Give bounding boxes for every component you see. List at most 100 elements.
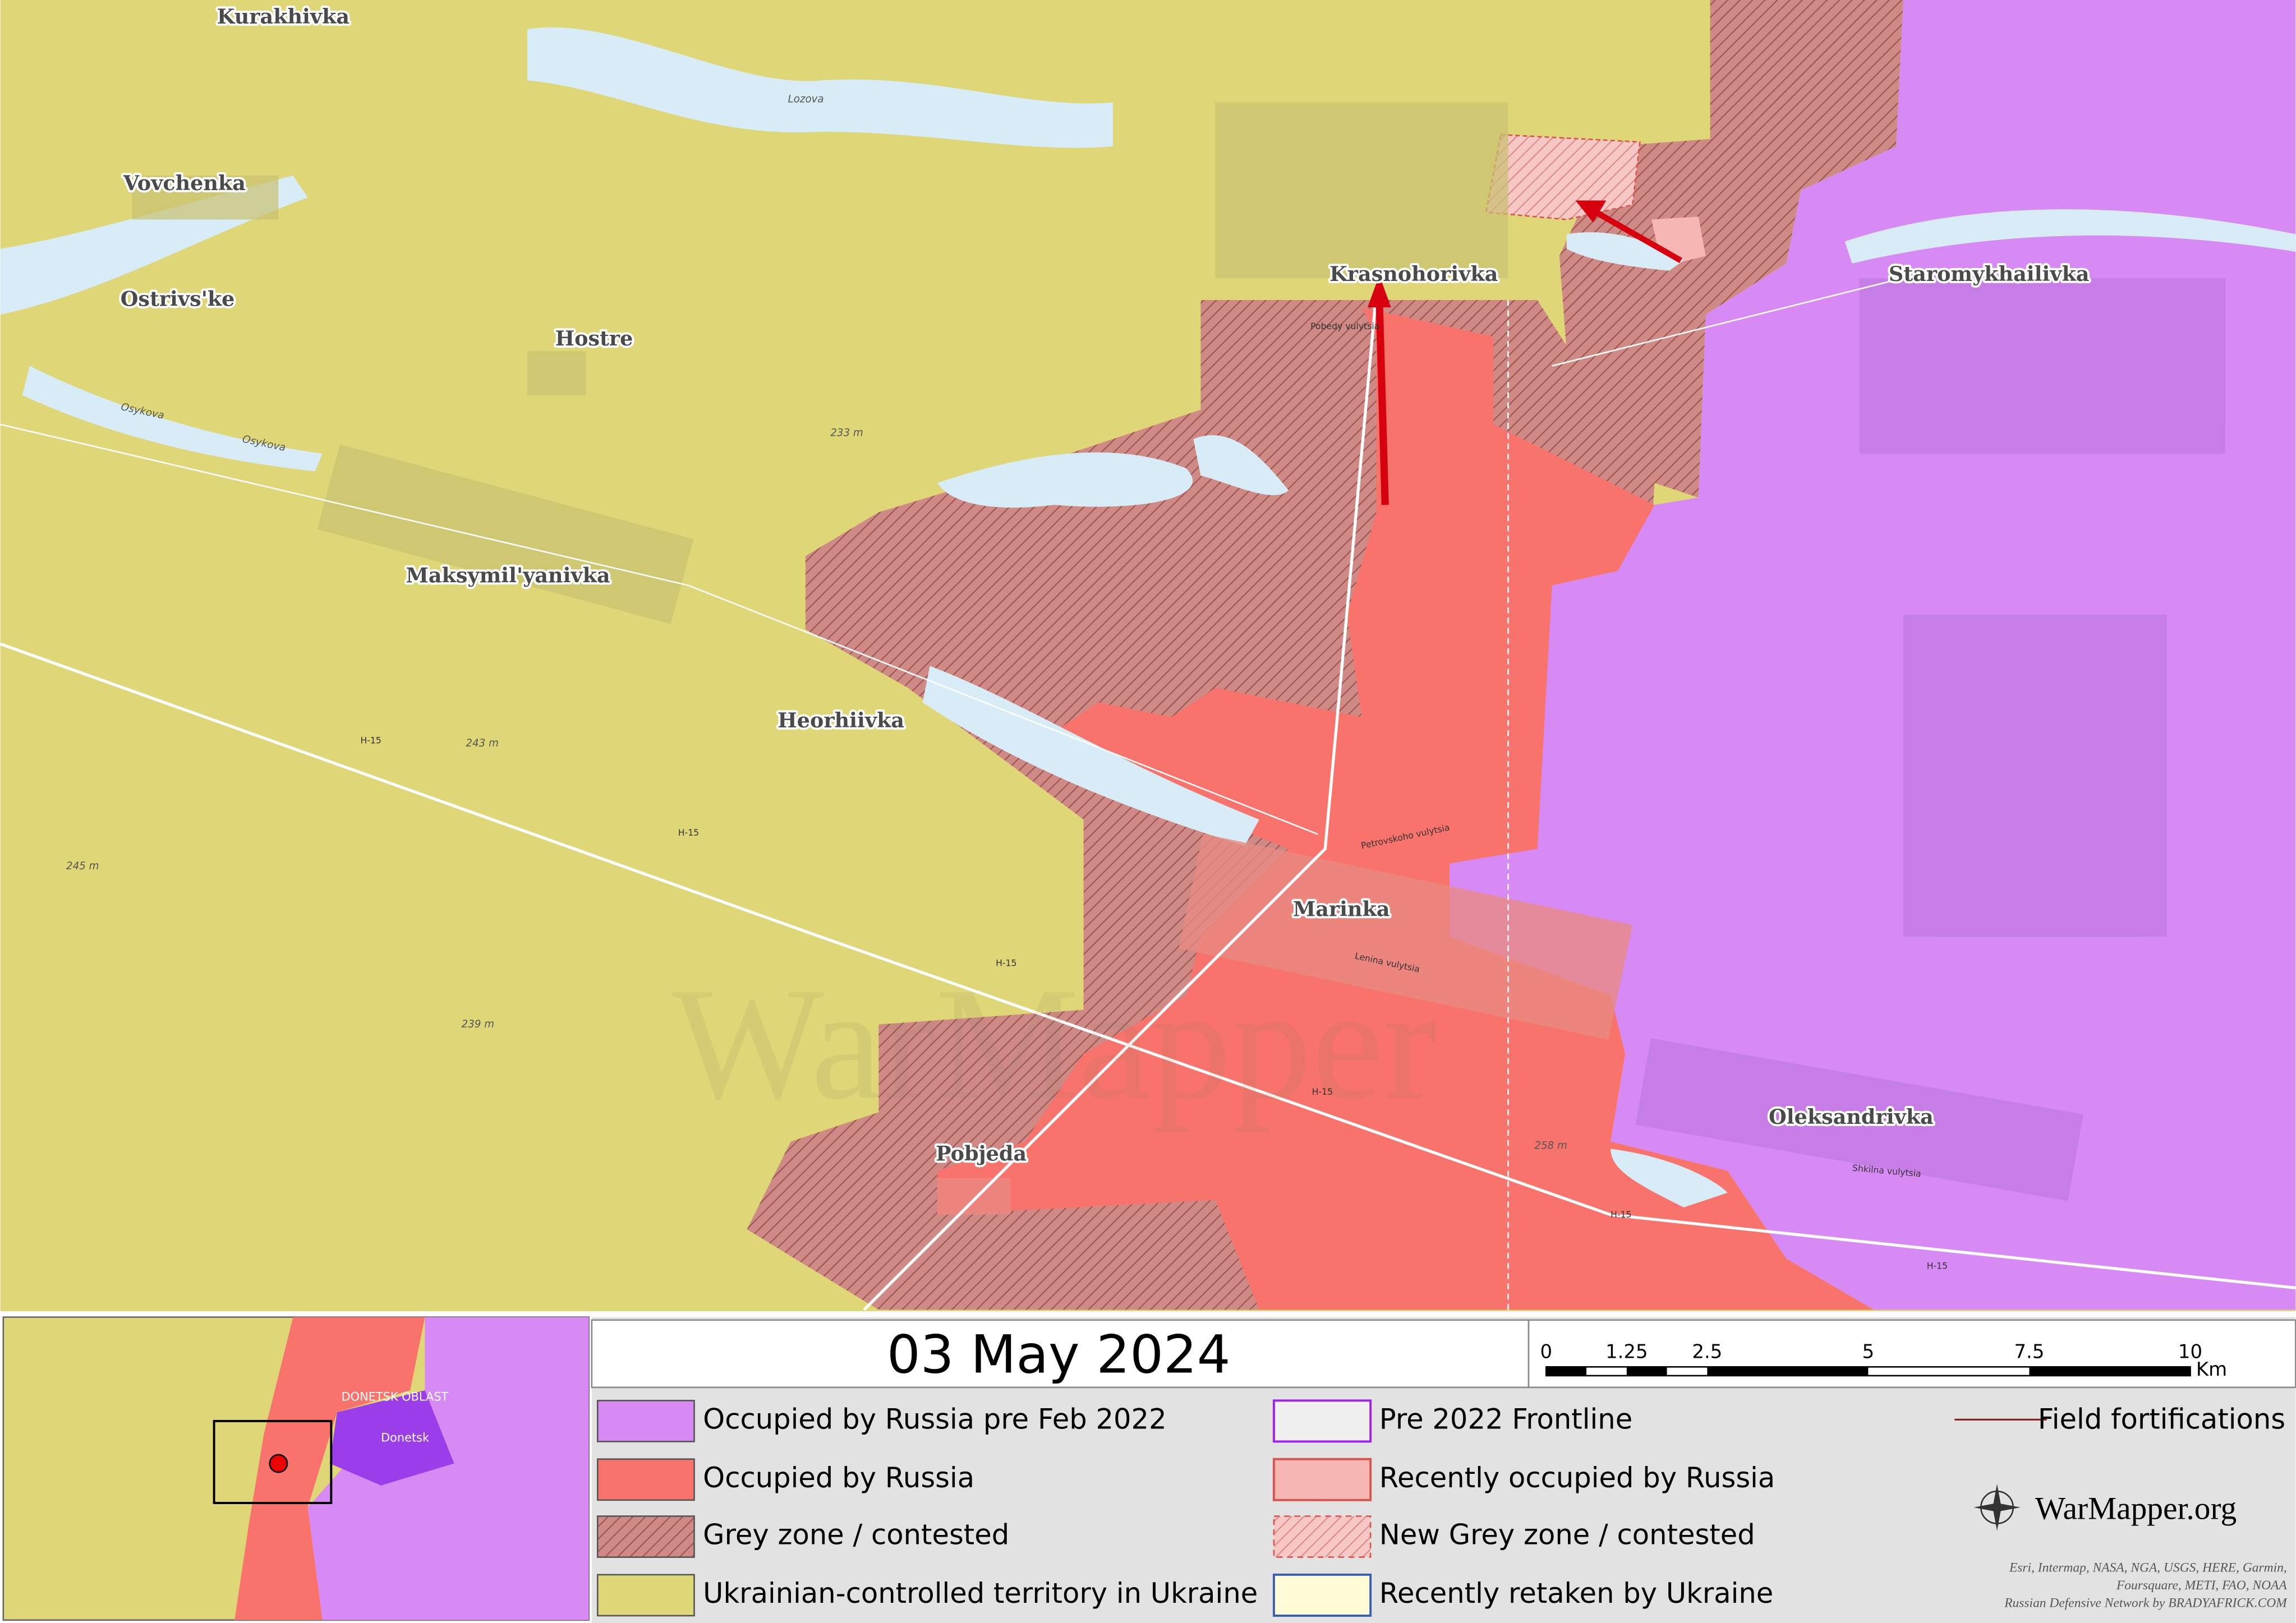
water bbox=[0, 27, 2296, 1207]
roads bbox=[0, 277, 2296, 1311]
reservoir bbox=[1611, 1149, 1728, 1207]
place-label: Maksymil'yanivka bbox=[406, 564, 610, 588]
inset-donetsk bbox=[329, 1390, 454, 1486]
scale-label: 10 bbox=[2178, 1341, 2202, 1363]
elevation-label: 258 m bbox=[1534, 1140, 1567, 1152]
credit: Foursquare, METI, FAO, NOAA bbox=[2116, 1578, 2287, 1593]
legend-label: Recently retaken by Ukraine bbox=[1379, 1577, 1774, 1610]
lake bbox=[1566, 232, 1684, 271]
arrow-shaft bbox=[1375, 299, 1389, 505]
road-label: H-15 bbox=[1927, 1260, 1948, 1271]
scale-seg bbox=[1626, 1367, 1667, 1376]
place-label: Krasnohorivka bbox=[1329, 262, 1498, 286]
place-label: Heorhiivka bbox=[777, 708, 904, 732]
legend-label: Ukrainian-controlled territory in Ukrain… bbox=[703, 1577, 1258, 1610]
road-label: H-15 bbox=[361, 735, 381, 746]
elevation-label: 243 m bbox=[466, 737, 498, 749]
scale-bar: 0 1.25 2.5 5 7.5 10 Km bbox=[1540, 1341, 2228, 1380]
lake bbox=[937, 452, 1193, 508]
place-label: Staromykhailivka bbox=[1889, 262, 2090, 286]
legend-label: Occupied by Russia bbox=[703, 1461, 974, 1494]
scale-seg bbox=[2029, 1367, 2191, 1376]
place-label: Ostrivs'ke bbox=[121, 287, 235, 311]
compass-icon bbox=[1973, 1484, 2021, 1531]
legend-label: Pre 2022 Frontline bbox=[1379, 1403, 1632, 1435]
scale-unit: Km bbox=[2196, 1358, 2227, 1380]
map: WarMapper Kurakhivka Vovchenka Ostrivs'k… bbox=[0, 0, 2296, 1312]
reservoir bbox=[527, 27, 1113, 148]
elevation-label: 233 m bbox=[830, 427, 863, 439]
inset-label: DONETSK OBLAST bbox=[342, 1390, 449, 1403]
water-label: Lozova bbox=[788, 94, 824, 105]
town-block bbox=[1215, 102, 1508, 278]
legend-swatch bbox=[597, 1458, 695, 1501]
place-label: Vovchenka bbox=[123, 171, 246, 195]
place-label: Hostre bbox=[555, 326, 633, 351]
highway bbox=[0, 642, 2296, 1290]
inset-label: Donetsk bbox=[381, 1431, 430, 1444]
branding: WarMapper.org Esri, Intermap, NASA, NGA,… bbox=[1973, 1484, 2288, 1610]
legend-swatch bbox=[597, 1515, 695, 1558]
place-label: Kurakhivka bbox=[217, 4, 349, 29]
road-label: H-15 bbox=[996, 957, 1016, 968]
legend: Occupied by Russia pre Feb 2022 Occupied… bbox=[597, 1399, 2285, 1617]
brand: WarMapper.org bbox=[2035, 1491, 2237, 1527]
road bbox=[863, 292, 1378, 1311]
inset-map: DONETSK OBLAST Donetsk bbox=[2, 1316, 590, 1621]
town-block bbox=[132, 176, 279, 220]
legend-swatch bbox=[597, 1400, 695, 1442]
legend-swatch bbox=[1273, 1515, 1372, 1558]
settlements bbox=[132, 102, 1508, 624]
town-block bbox=[937, 1178, 1011, 1215]
arrow-shaft bbox=[1594, 209, 1682, 264]
road-label: H-15 bbox=[1312, 1086, 1333, 1097]
legend-label: Field fortifications bbox=[2038, 1403, 2285, 1435]
road bbox=[0, 423, 1318, 835]
town-block bbox=[1635, 1038, 2083, 1201]
place-label: Marinka bbox=[1293, 897, 1390, 921]
arrow-head bbox=[1575, 200, 1607, 223]
road bbox=[1552, 277, 1904, 367]
credit: Russian Defensive Network by BRADYAFRICK… bbox=[2004, 1596, 2288, 1610]
arrow-head bbox=[1367, 275, 1391, 308]
inset-extent bbox=[213, 1419, 333, 1504]
settlements-purple bbox=[1635, 278, 2226, 1201]
town-block bbox=[1179, 833, 1633, 1040]
scale-seg bbox=[1707, 1367, 1869, 1376]
legend-label: New Grey zone / contested bbox=[1379, 1519, 1755, 1551]
scale-seg bbox=[1546, 1367, 1587, 1376]
town-block bbox=[1859, 278, 2226, 454]
scale-label: 0 bbox=[1540, 1341, 1553, 1363]
legend-swatch bbox=[597, 1574, 695, 1617]
credit: Esri, Intermap, NASA, NGA, USGS, HERE, G… bbox=[2009, 1561, 2287, 1575]
settlements-red bbox=[937, 833, 1633, 1215]
elevation-label: 245 m bbox=[66, 860, 99, 872]
river bbox=[22, 366, 323, 472]
town-block bbox=[317, 444, 694, 624]
road-label: H-15 bbox=[678, 827, 699, 838]
legend-label: Occupied by Russia pre Feb 2022 bbox=[703, 1403, 1166, 1435]
legend-label: Recently occupied by Russia bbox=[1379, 1461, 1775, 1494]
elevation-label: 239 m bbox=[462, 1018, 494, 1030]
place-label: Oleksandrivka bbox=[1769, 1105, 1934, 1129]
lake bbox=[1193, 435, 1289, 495]
inset-marker bbox=[269, 1454, 288, 1473]
legend-swatch bbox=[1272, 1573, 1372, 1617]
town-block bbox=[527, 351, 586, 395]
new-grey-zone bbox=[1485, 133, 1641, 220]
scale-label: 1.25 bbox=[1605, 1341, 1648, 1363]
legend-swatch bbox=[1272, 1458, 1372, 1501]
river bbox=[1844, 209, 2296, 264]
watermark: WarMapper bbox=[672, 955, 1437, 1133]
legend-swatch bbox=[1272, 1399, 1372, 1443]
date: 03 May 2024 bbox=[887, 1325, 1231, 1386]
grey-zone-ne bbox=[1559, 0, 1904, 498]
road-label: H-15 bbox=[1611, 1209, 1631, 1220]
date-box bbox=[591, 1319, 1530, 1389]
inset-occupied bbox=[234, 1317, 425, 1620]
scale-label: 7.5 bbox=[2014, 1341, 2044, 1363]
scale-label: 2.5 bbox=[1692, 1341, 1722, 1363]
street-label: Pobedy vulytsia bbox=[1310, 321, 1379, 331]
